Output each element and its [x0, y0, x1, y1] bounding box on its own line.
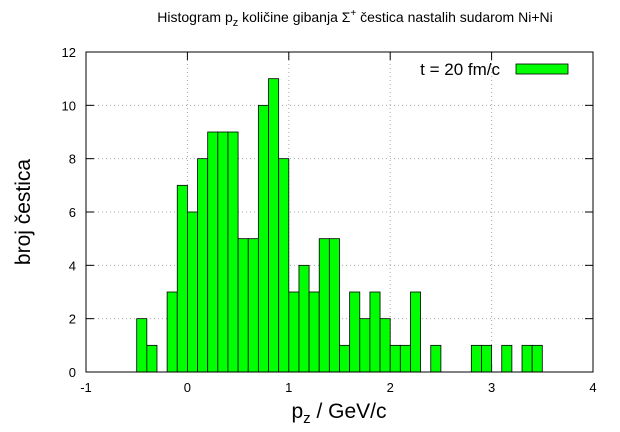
bar [166, 291, 178, 373]
bar [399, 344, 411, 373]
bar [531, 344, 543, 373]
title-sub: z [233, 17, 239, 29]
x-tick-label: 3 [488, 380, 495, 395]
y-tick-label: 8 [69, 152, 76, 167]
bar [186, 211, 198, 373]
bar [136, 318, 148, 373]
title-part: čestica nastalih sudarom Ni+Ni [356, 9, 552, 25]
x-tick-label: 0 [184, 380, 191, 395]
bar [176, 184, 188, 373]
xlabel-sub: z [303, 410, 311, 427]
bar [481, 344, 492, 373]
x-tick-label: 1 [285, 380, 292, 395]
bar [349, 291, 361, 373]
bar [227, 131, 239, 373]
bar [146, 344, 158, 373]
y-tick-label: 4 [69, 258, 76, 273]
x-tick-label: -1 [80, 380, 92, 395]
y-axis-label: broj čestica [12, 159, 35, 266]
bar [207, 131, 219, 373]
bar [359, 318, 371, 373]
title-part: količine gibanja Σ [238, 9, 351, 25]
y-tick-label: 2 [69, 312, 76, 327]
y-tick-label: 12 [62, 45, 76, 60]
bar [278, 158, 290, 373]
bar [369, 291, 381, 373]
y-tick-label: 0 [69, 365, 76, 380]
bar [237, 238, 249, 373]
bar [257, 104, 269, 373]
title-sup: + [350, 8, 356, 19]
bar [430, 344, 442, 373]
y-tick-label: 10 [62, 98, 76, 113]
bar [318, 238, 330, 373]
x-tick-label: 2 [387, 380, 394, 395]
title-part: Histogram p [157, 9, 233, 25]
legend-swatch [515, 63, 569, 75]
xlabel-part: / GeV/c [311, 400, 387, 423]
bar [308, 291, 320, 373]
bar [470, 344, 482, 373]
bar [389, 344, 401, 373]
legend-label: t = 20 fm/c [420, 60, 500, 79]
bar [379, 318, 391, 373]
bar [217, 131, 229, 373]
bar [298, 264, 310, 373]
x-tick-label: 4 [589, 380, 596, 395]
bar [197, 158, 209, 373]
x-axis-label: pz / GeV/c [291, 400, 386, 427]
bar [268, 78, 280, 373]
bar [521, 344, 533, 373]
bar [328, 238, 340, 373]
chart-title: Histogram pz količine gibanja Σ+ čestica… [157, 8, 552, 29]
plot-frame [85, 51, 594, 373]
bar [501, 344, 513, 373]
xlabel-part: p [291, 400, 303, 423]
bar [247, 238, 259, 373]
bar [339, 344, 351, 373]
y-tick-label: 6 [69, 205, 76, 220]
bar [410, 291, 422, 373]
bar [288, 291, 300, 373]
